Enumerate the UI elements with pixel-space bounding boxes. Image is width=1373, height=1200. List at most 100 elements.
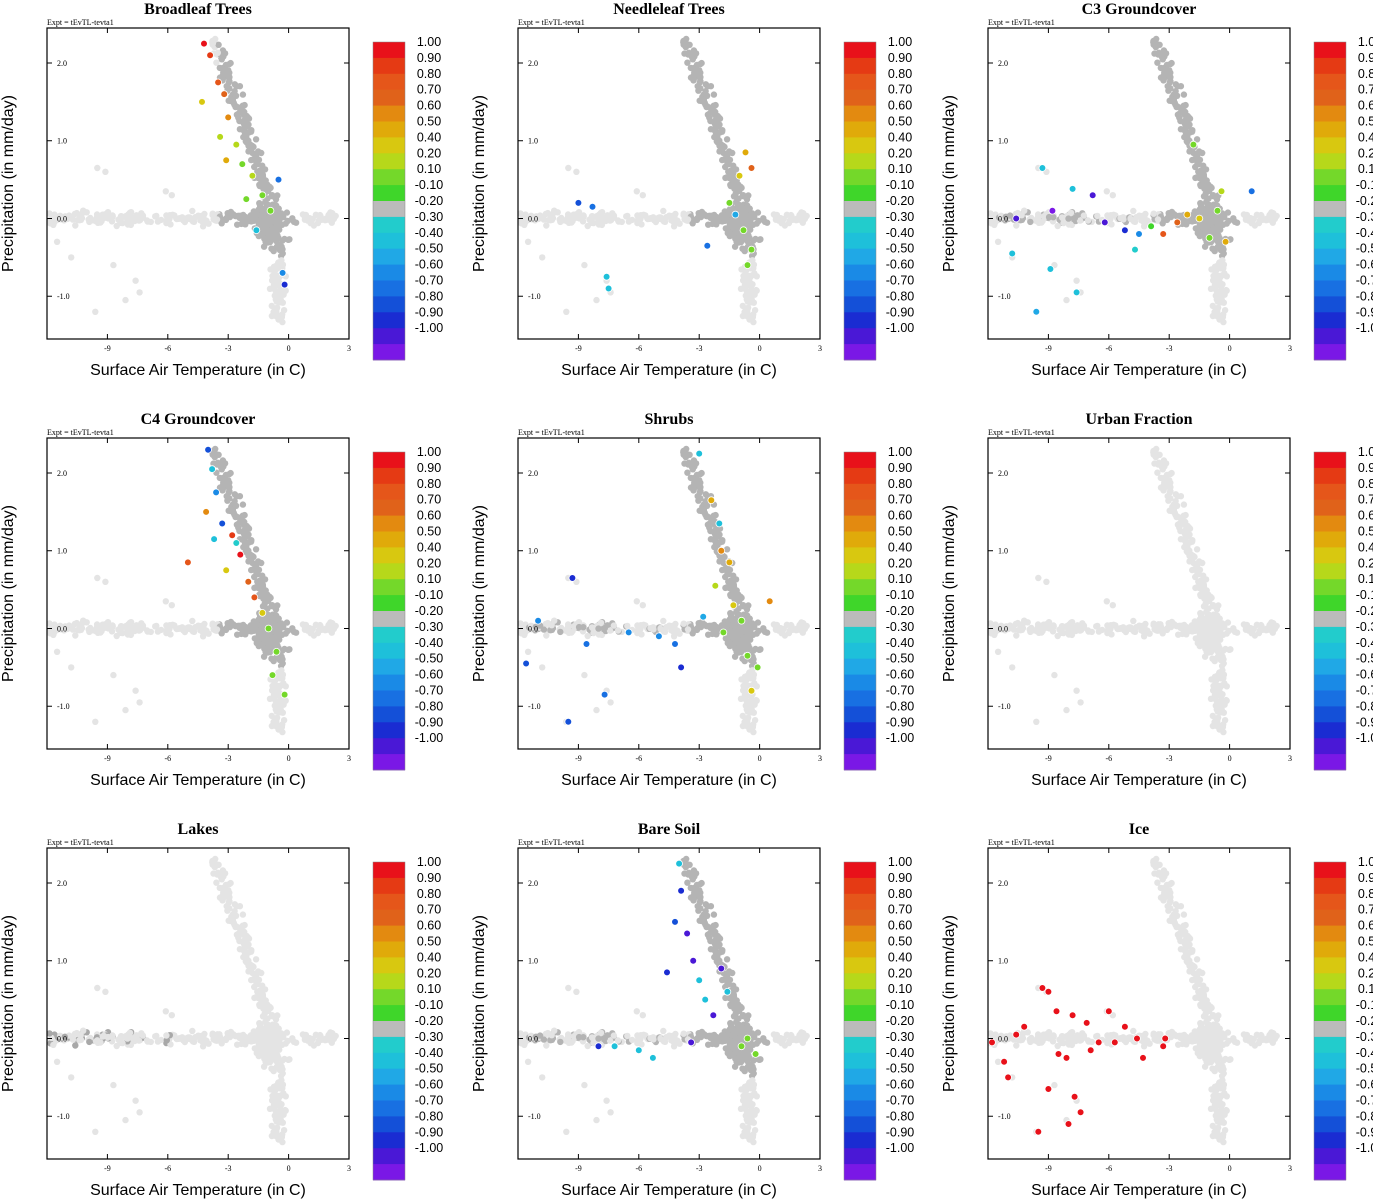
- colorbar-label: 0.90: [1358, 461, 1373, 475]
- colorbar-label: -0.70: [1356, 684, 1373, 698]
- background-point: [1180, 625, 1187, 632]
- data-point: [719, 628, 728, 637]
- colorbar-swatch: [1314, 73, 1346, 91]
- background-point: [590, 219, 597, 227]
- background-point: [1220, 660, 1227, 667]
- background-point: [634, 217, 641, 224]
- background-point: [524, 238, 532, 245]
- background-point: [1204, 187, 1212, 194]
- background-point: [606, 627, 614, 634]
- background-point: [241, 110, 248, 118]
- background-point: [671, 627, 678, 634]
- data-point: [604, 284, 613, 293]
- background-point: [741, 310, 748, 317]
- background-point: [723, 584, 731, 591]
- background-point: [167, 1041, 174, 1048]
- background-point: [117, 214, 125, 221]
- background-point: [53, 648, 61, 655]
- background-point: [1094, 622, 1101, 630]
- background-point: [238, 630, 245, 638]
- background-point: [72, 1042, 79, 1049]
- background-point: [727, 641, 734, 649]
- background-point: [1051, 671, 1058, 679]
- colorbar-swatch: [844, 89, 876, 106]
- colorbar-swatch: [1314, 201, 1346, 218]
- background-point: [1172, 491, 1180, 498]
- colorbar-swatch: [844, 674, 876, 691]
- background-point: [1103, 598, 1111, 605]
- background-point: [327, 619, 334, 626]
- colorbar-label: -0.70: [1356, 274, 1373, 288]
- colorbar-label: -0.10: [886, 588, 915, 602]
- background-point: [1189, 127, 1196, 134]
- colorbar-swatch: [844, 658, 876, 675]
- background-point: [1215, 291, 1223, 298]
- background-point: [213, 879, 220, 886]
- background-point: [122, 296, 129, 304]
- background-point: [670, 223, 678, 230]
- y-tick-label: 1.0: [57, 547, 67, 556]
- background-point: [710, 91, 718, 98]
- background-point: [726, 156, 734, 164]
- colorbar-label: 0.50: [417, 525, 441, 539]
- colorbar-swatch: [373, 626, 405, 644]
- background-point: [695, 481, 702, 488]
- background-point: [92, 718, 99, 725]
- background-point: [239, 1035, 246, 1043]
- background-point: [167, 221, 174, 228]
- data-point: [753, 663, 762, 672]
- background-point: [991, 221, 998, 229]
- expt-label: Expt = tEvTL-tevta1: [518, 18, 585, 27]
- background-point: [200, 1037, 207, 1044]
- background-point: [614, 217, 622, 224]
- background-point: [1117, 215, 1124, 222]
- colorbar-label: 0.40: [888, 540, 912, 554]
- background-point: [1209, 712, 1217, 720]
- background-point: [1104, 627, 1112, 634]
- colorbar-label: 0.70: [417, 493, 441, 507]
- background-point: [281, 235, 288, 243]
- data-point: [198, 98, 206, 106]
- colorbar-swatch: [844, 738, 876, 755]
- background-point: [1211, 692, 1219, 699]
- colorbar-swatch: [1314, 595, 1346, 612]
- colorbar-swatch: [844, 232, 876, 250]
- colorbar-label: 1.00: [1358, 445, 1373, 459]
- background-point: [1108, 221, 1115, 228]
- colorbar-label: -0.90: [1356, 305, 1373, 319]
- background-point: [595, 215, 602, 222]
- background-point: [672, 210, 679, 218]
- background-point: [634, 622, 641, 629]
- background-point: [551, 617, 558, 624]
- background-point: [189, 1027, 196, 1035]
- background-point: [798, 619, 805, 626]
- data-point: [522, 659, 530, 668]
- background-point: [270, 247, 277, 255]
- colorbar-label: -0.40: [1356, 636, 1373, 650]
- data-point: [715, 519, 724, 528]
- colorbar-swatch: [1314, 547, 1346, 564]
- background-point: [72, 632, 79, 639]
- background-point: [176, 215, 183, 222]
- colorbar-label: 0.60: [888, 509, 912, 523]
- background-point: [1017, 627, 1024, 634]
- data-point: [232, 140, 241, 149]
- plot-frame: [987, 437, 1291, 750]
- background-point: [698, 469, 705, 477]
- background-point: [1180, 512, 1188, 519]
- data-point: [707, 496, 716, 505]
- data-point: [280, 690, 289, 699]
- colorbar-swatch: [373, 42, 405, 59]
- colorbar-swatch: [844, 579, 876, 596]
- background-point: [255, 566, 263, 574]
- background-point: [690, 77, 697, 84]
- background-point: [686, 451, 693, 458]
- background-point: [50, 221, 57, 229]
- background-point: [565, 164, 572, 172]
- background-point: [1205, 619, 1212, 626]
- background-point: [1216, 242, 1224, 249]
- background-point: [269, 602, 276, 609]
- background-point: [1073, 277, 1080, 284]
